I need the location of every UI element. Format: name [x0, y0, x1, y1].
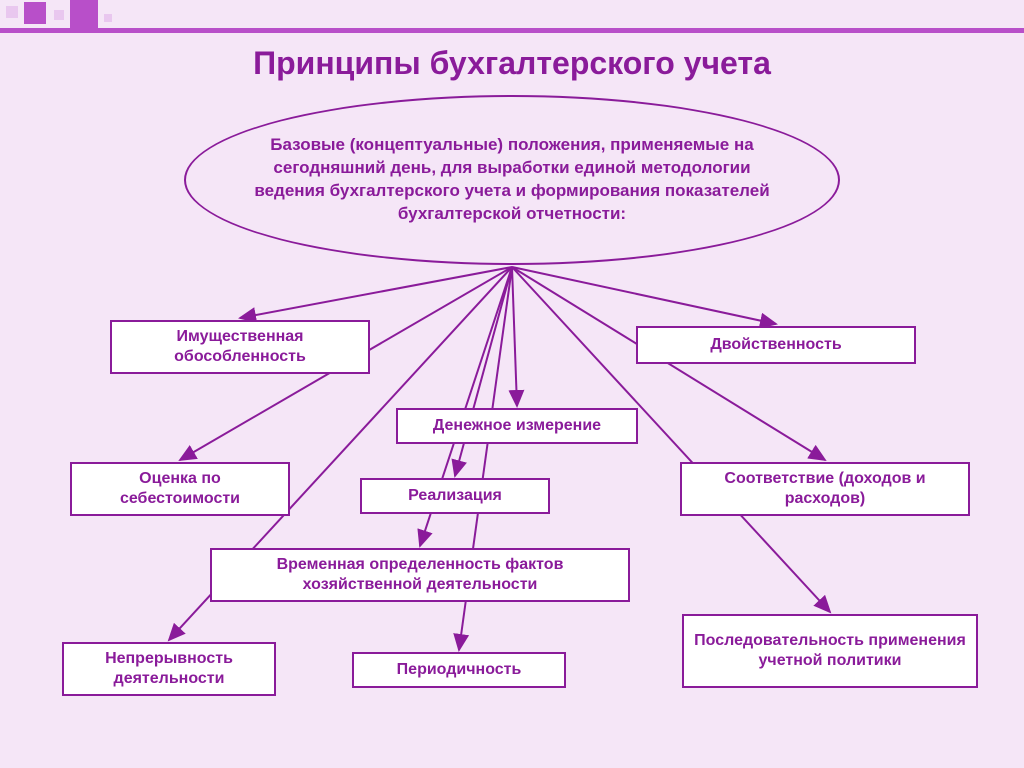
concept-label: Временная определенность фактов хозяйств… — [222, 555, 618, 595]
decor-square — [0, 28, 1024, 33]
central-ellipse: Базовые (концептуальные) положения, прим… — [184, 95, 840, 265]
decor-square — [6, 6, 18, 18]
ellipse-text: Базовые (концептуальные) положения, прим… — [246, 134, 778, 226]
concept-box: Двойственность — [636, 326, 916, 364]
concept-label: Денежное измерение — [433, 416, 601, 436]
concept-label: Соответствие (доходов и расходов) — [692, 469, 958, 509]
decor-square — [24, 2, 46, 24]
concept-box: Реализация — [360, 478, 550, 514]
concept-label: Последовательность применения учетной по… — [694, 631, 966, 671]
concept-label: Периодичность — [397, 660, 522, 680]
decor-square — [54, 10, 64, 20]
decor-square — [70, 0, 98, 28]
concept-box: Имущественная обособленность — [110, 320, 370, 374]
concept-label: Имущественная обособленность — [122, 327, 358, 367]
concept-label: Двойственность — [710, 335, 841, 355]
concept-label: Оценка по себестоимости — [82, 469, 278, 509]
concept-box: Последовательность применения учетной по… — [682, 614, 978, 688]
decor-strip — [0, 0, 1024, 36]
page-title: Принципы бухгалтерского учета — [0, 45, 1024, 82]
concept-box: Денежное измерение — [396, 408, 638, 444]
concept-box: Оценка по себестоимости — [70, 462, 290, 516]
concept-box: Временная определенность фактов хозяйств… — [210, 548, 630, 602]
concept-box: Непрерывность деятельности — [62, 642, 276, 696]
concept-label: Непрерывность деятельности — [74, 649, 264, 689]
concept-box: Периодичность — [352, 652, 566, 688]
decor-square — [104, 14, 112, 22]
concept-box: Соответствие (доходов и расходов) — [680, 462, 970, 516]
concept-label: Реализация — [408, 486, 502, 506]
